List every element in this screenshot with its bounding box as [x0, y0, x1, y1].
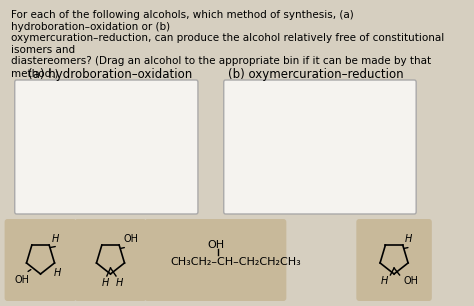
Text: OH: OH: [15, 275, 30, 285]
Text: H: H: [381, 276, 389, 286]
Text: OH: OH: [123, 234, 138, 244]
Text: CH₃CH₂–CH–CH₂CH₂CH₃: CH₃CH₂–CH–CH₂CH₂CH₃: [170, 257, 301, 267]
FancyBboxPatch shape: [74, 219, 146, 301]
Text: OH: OH: [207, 240, 224, 250]
Text: (b) oxymercuration–reduction: (b) oxymercuration–reduction: [228, 68, 404, 81]
Text: H: H: [101, 278, 109, 288]
FancyBboxPatch shape: [145, 219, 286, 301]
FancyBboxPatch shape: [15, 80, 198, 214]
Text: OH: OH: [403, 276, 418, 286]
FancyBboxPatch shape: [224, 80, 416, 214]
FancyBboxPatch shape: [5, 219, 76, 301]
Text: (a) hydroboration–oxidation: (a) hydroboration–oxidation: [27, 68, 192, 81]
Text: H: H: [54, 268, 61, 278]
Text: H: H: [52, 234, 59, 244]
Text: H: H: [405, 234, 412, 244]
Text: For each of the following alcohols, which method of synthesis, (a) hydroboration: For each of the following alcohols, whic…: [11, 10, 444, 78]
Text: H: H: [116, 278, 123, 288]
FancyBboxPatch shape: [356, 219, 432, 301]
